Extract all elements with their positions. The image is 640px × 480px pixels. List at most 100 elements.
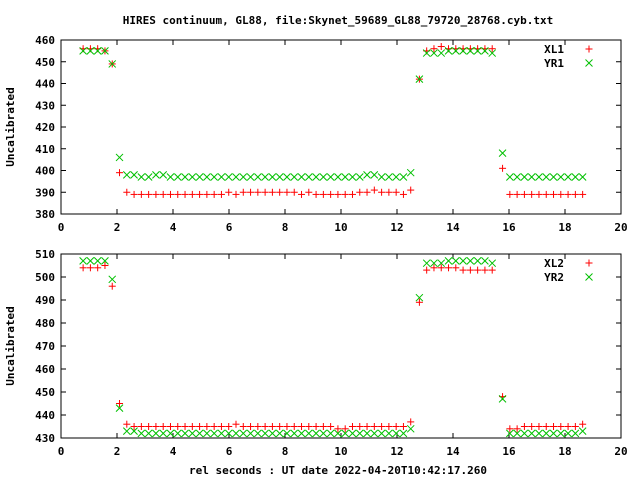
- data-point-yr1: [341, 173, 350, 181]
- data-point-xl2: [571, 423, 579, 430]
- data-point-yr1: [283, 173, 291, 181]
- data-point-yr1: [122, 170, 131, 179]
- data-point-yr2: [385, 429, 393, 438]
- data-point-yr2: [415, 293, 424, 302]
- y-tick-label: 450: [35, 56, 55, 69]
- data-point-yr1: [363, 170, 371, 179]
- data-point-yr1: [101, 47, 109, 55]
- data-point-xl1: [550, 190, 558, 198]
- data-point-xl2: [334, 425, 342, 433]
- data-point-yr1: [210, 173, 219, 181]
- data-point-yr2: [392, 429, 401, 438]
- data-point-xl2: [466, 266, 474, 274]
- y-tick-label: 500: [35, 271, 55, 284]
- data-point-yr2: [437, 259, 446, 268]
- data-point-yr2: [319, 429, 328, 438]
- data-point-yr1: [304, 173, 313, 181]
- data-point-xl1: [535, 190, 543, 198]
- data-point-yr2: [370, 429, 379, 438]
- data-point-yr1: [488, 49, 497, 57]
- data-point-xl1: [174, 190, 182, 198]
- y-tick-label: 430: [35, 99, 55, 112]
- bottom-panel: 0 2 4 6 8 10 12 14 16 18 20 430 440 450 460 470 480 490 50…: [4, 248, 628, 458]
- data-point-yr1: [93, 47, 102, 55]
- data-point-xl2: [392, 423, 400, 430]
- data-point-xl2: [312, 423, 320, 430]
- data-point-yr2: [275, 429, 284, 438]
- data-point-yr2: [578, 427, 587, 435]
- data-point-xl2: [239, 423, 247, 430]
- legend-symbol-xl2: [585, 259, 593, 267]
- data-point-yr1: [246, 173, 255, 181]
- data-point-yr2: [246, 429, 255, 438]
- legend-symbol-yr2: [585, 273, 593, 281]
- data-point-yr2: [101, 257, 109, 265]
- data-point-yr2: [430, 259, 438, 268]
- data-point-yr2: [542, 429, 551, 438]
- data-point-xl2: [564, 423, 572, 430]
- data-point-yr2: [363, 429, 371, 438]
- data-point-yr2: [341, 429, 350, 438]
- data-point-yr2: [473, 257, 482, 265]
- data-point-yr1: [203, 173, 211, 181]
- data-point-xl2: [174, 423, 182, 430]
- data-point-yr1: [459, 47, 467, 55]
- data-point-xl1: [116, 169, 124, 177]
- x-tick-label: 10: [334, 221, 347, 234]
- data-point-xl1: [520, 190, 528, 198]
- data-point-yr1: [422, 49, 431, 57]
- data-point-yr2: [217, 429, 226, 438]
- x-tick-label: 4: [170, 445, 177, 458]
- data-point-xl2: [261, 423, 269, 430]
- data-point-xl2: [542, 423, 550, 430]
- data-point-xl2: [217, 423, 225, 430]
- y-tick-label: 460: [35, 34, 55, 47]
- data-point-xl2: [86, 264, 94, 272]
- data-point-xl2: [481, 266, 489, 274]
- data-point-yr1: [319, 173, 328, 181]
- data-point-xl1: [399, 190, 407, 198]
- data-point-xl1: [254, 188, 262, 196]
- top-plot-frame: [60, 39, 622, 215]
- data-point-yr2: [466, 257, 475, 265]
- data-point-xl2: [94, 264, 102, 272]
- data-point-xl2: [535, 423, 543, 430]
- data-point-xl2: [101, 262, 109, 269]
- data-point-xl2: [399, 423, 407, 430]
- data-point-xl2: [152, 423, 160, 430]
- data-point-xl1: [232, 190, 240, 198]
- data-point-yr2: [556, 429, 565, 438]
- top-series-yr1: [79, 47, 587, 181]
- data-point-yr1: [385, 173, 393, 181]
- data-point-xl1: [542, 190, 550, 198]
- data-point-yr2: [130, 427, 138, 435]
- data-point-yr1: [326, 173, 335, 181]
- data-point-xl1: [123, 188, 131, 196]
- x-tick-label: 2: [114, 221, 121, 234]
- y-tick-label: 380: [35, 208, 55, 221]
- data-point-yr1: [415, 75, 424, 84]
- data-point-xl1: [268, 188, 276, 196]
- data-point-yr2: [232, 429, 240, 438]
- legend-symbol-yr1: [585, 59, 593, 67]
- data-point-xl2: [145, 423, 153, 430]
- data-point-yr1: [542, 173, 551, 181]
- data-point-xl2: [430, 264, 438, 272]
- data-point-yr2: [137, 429, 146, 438]
- x-tick-label: 8: [282, 221, 289, 234]
- data-point-yr1: [578, 173, 587, 181]
- data-point-yr2: [377, 429, 386, 438]
- data-point-yr1: [159, 170, 168, 179]
- data-point-xl1: [196, 190, 204, 198]
- data-point-yr1: [399, 173, 408, 181]
- data-point-yr1: [224, 173, 233, 181]
- data-point-yr1: [444, 47, 453, 55]
- data-point-xl2: [415, 298, 423, 306]
- data-point-xl2: [108, 282, 116, 290]
- data-point-yr1: [79, 47, 87, 55]
- top-panel: 0 2 4 6 8 10 12 14 16 18 20 380 390 400 410 420 430 440 45…: [4, 34, 628, 234]
- data-point-xl2: [188, 423, 196, 430]
- data-point-xl2: [423, 266, 431, 274]
- data-point-yr1: [481, 47, 489, 55]
- data-point-xl1: [392, 188, 400, 196]
